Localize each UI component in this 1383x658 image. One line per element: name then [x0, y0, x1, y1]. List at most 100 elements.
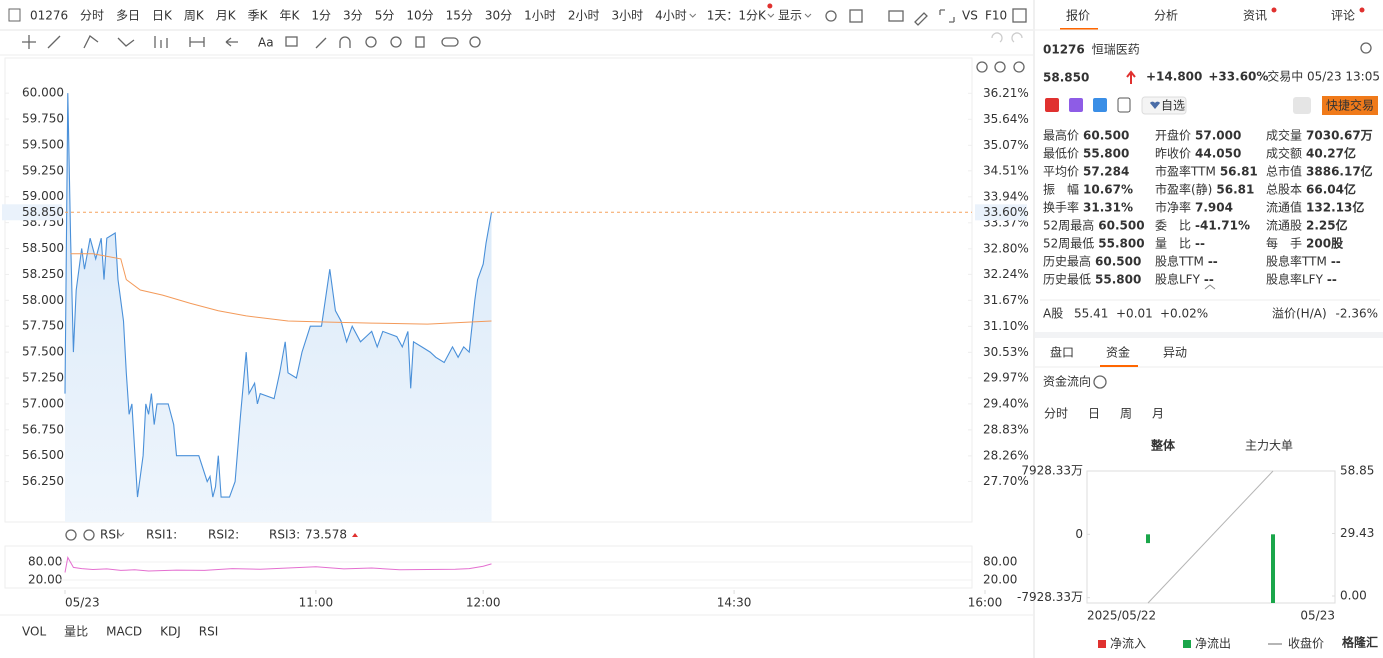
period-tab[interactable]: 4小时: [655, 9, 687, 23]
trend-icon[interactable]: [83, 35, 99, 49]
checkbox-icon[interactable]: [8, 8, 21, 22]
quote-tab[interactable]: 分析: [1154, 9, 1178, 23]
stock-price: 58.850: [1043, 71, 1089, 85]
arrow-icon[interactable]: [225, 37, 238, 47]
y-tick-label: 57.000: [22, 396, 64, 410]
period-tab[interactable]: 分时: [80, 9, 104, 23]
quote-settings[interactable]: [1360, 42, 1372, 54]
settings-icon[interactable]: [469, 36, 481, 48]
tag-icon[interactable]: [1093, 98, 1107, 112]
detail-tab[interactable]: 资金: [1106, 345, 1130, 360]
detail-tab[interactable]: 盘口: [1050, 345, 1074, 360]
stat-value: 60.500: [1083, 129, 1129, 143]
last-price-label: 58.850: [22, 205, 64, 219]
period-tab[interactable]: 月K: [216, 9, 237, 23]
period-tab[interactable]: 日K: [152, 9, 173, 23]
f10-button[interactable]: F10: [985, 9, 1007, 23]
zoom-out-icon[interactable]: [994, 61, 1006, 73]
move-icon[interactable]: [22, 35, 36, 49]
info-icon[interactable]: [1093, 375, 1107, 389]
indicator-tab[interactable]: RSI: [199, 625, 219, 639]
period-tab[interactable]: 5分: [375, 9, 395, 23]
panel-icon[interactable]: [1012, 8, 1027, 23]
hide-icon[interactable]: [390, 36, 402, 48]
y2-tick-label: 27.70%: [983, 474, 1029, 488]
rsi-tick-label: 80.00: [28, 555, 62, 569]
bars-icon[interactable]: [154, 36, 168, 48]
layout-icon[interactable]: [849, 9, 863, 23]
period-tab[interactable]: 3分: [343, 9, 363, 23]
flow-period[interactable]: 周: [1120, 407, 1132, 421]
detail-tab[interactable]: 异动: [1163, 346, 1187, 360]
quote-tab[interactable]: 报价: [1066, 8, 1090, 23]
quote-tab[interactable]: 评论: [1331, 9, 1355, 23]
delete-icon[interactable]: [415, 36, 425, 48]
flash-icon[interactable]: [1069, 98, 1083, 112]
average-line: [70, 253, 492, 325]
indicator-tab[interactable]: VOL: [22, 625, 46, 639]
line-icon[interactable]: [47, 35, 61, 49]
bell-button[interactable]: [1293, 97, 1311, 114]
reset-icon[interactable]: [976, 61, 988, 73]
period-tab[interactable]: 2小时: [568, 9, 600, 23]
stat-value: 44.050: [1195, 147, 1241, 161]
comment-icon[interactable]: [285, 36, 298, 47]
quote-tab[interactable]: 资讯: [1243, 9, 1267, 23]
undo-redo[interactable]: [991, 32, 1023, 43]
period-tab[interactable]: 30分: [485, 9, 512, 23]
day-setting[interactable]: 1天：1分K: [707, 9, 767, 23]
period-tab[interactable]: 10分: [406, 9, 433, 23]
zoom-in-icon[interactable]: [1013, 61, 1025, 73]
vs-button[interactable]: VS: [962, 9, 978, 23]
stock-code: 01276: [30, 9, 68, 23]
stat-label: 市净率: [1155, 200, 1191, 215]
magnet-icon[interactable]: [339, 36, 351, 48]
display-menu[interactable]: 显示: [778, 9, 802, 23]
x-tick-label: 14:30: [717, 596, 752, 610]
ruler-icon[interactable]: [315, 37, 327, 49]
fullscreen-icon[interactable]: [939, 9, 955, 23]
a-share-label: A股: [1043, 307, 1063, 321]
watch-button[interactable]: [1141, 96, 1187, 115]
y2-tick-label: 30.53%: [983, 345, 1029, 359]
flow-period[interactable]: 月: [1152, 407, 1164, 421]
stat-label: 平均价: [1043, 165, 1079, 179]
doc-icon[interactable]: [1117, 97, 1131, 113]
rsi-close[interactable]: [83, 529, 95, 541]
quick-trade-button[interactable]: [1322, 96, 1378, 115]
measure-icon[interactable]: [189, 37, 205, 47]
flow-period[interactable]: 分时: [1044, 407, 1068, 421]
trade-status: 交易中 05/23 13:05: [1267, 69, 1380, 84]
period-tab[interactable]: 1分: [311, 9, 331, 23]
gear-icon[interactable]: [825, 10, 837, 22]
pen-icon[interactable]: [914, 12, 928, 26]
wave-icon[interactable]: [117, 37, 135, 47]
flow-period[interactable]: 日: [1088, 407, 1100, 421]
link-icon[interactable]: [441, 37, 459, 47]
flow-view[interactable]: 整体: [1150, 438, 1176, 453]
indicator-tab[interactable]: MACD: [106, 625, 142, 639]
stat-value: 55.800: [1098, 237, 1144, 251]
camera-icon[interactable]: [888, 10, 904, 22]
period-tab[interactable]: 年K: [280, 9, 301, 23]
period-tab[interactable]: 3小时: [611, 9, 643, 23]
y2-tick-label: 35.07%: [983, 138, 1029, 152]
indicator-tab[interactable]: 量比: [64, 625, 88, 639]
period-tab[interactable]: 多日: [116, 9, 140, 23]
period-tab[interactable]: 季K: [248, 9, 269, 23]
collapse-chevron[interactable]: [1204, 284, 1216, 290]
quick-trade-label[interactable]: 快捷交易: [1326, 98, 1374, 113]
period-tab[interactable]: 周K: [184, 9, 205, 23]
rsi-settings[interactable]: [65, 529, 77, 541]
watch-label: 自选: [1161, 99, 1185, 113]
stat-label: 股息率LFY: [1266, 272, 1324, 287]
market-icon[interactable]: [1045, 98, 1059, 112]
eye-icon[interactable]: [365, 36, 377, 48]
period-tab[interactable]: 1小时: [524, 9, 556, 23]
period-tab[interactable]: 15分: [446, 9, 473, 23]
flow-view[interactable]: 主力大单: [1245, 439, 1293, 453]
stat-label: 成交额: [1266, 146, 1302, 161]
text-tool[interactable]: Aa: [258, 36, 274, 50]
rsi-name[interactable]: RSI: [100, 528, 120, 542]
indicator-tab[interactable]: KDJ: [160, 625, 181, 639]
